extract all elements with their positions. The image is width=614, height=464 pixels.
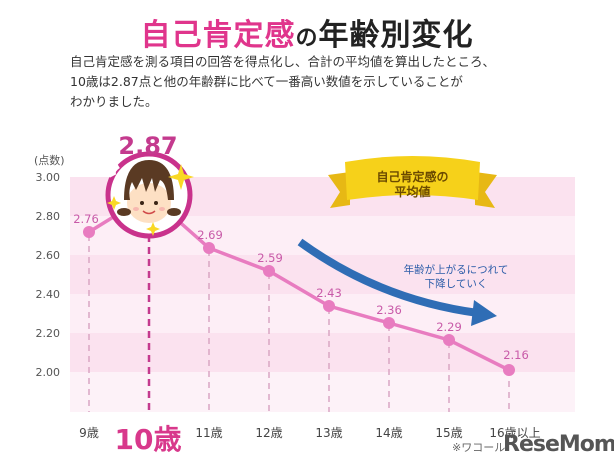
y-tick-label: 2.00 [35,366,61,379]
description-line: わかりました。 [70,94,158,109]
data-label: 2.43 [316,286,342,300]
legend-line: 平均値 [394,185,431,199]
title-particle: の [295,26,319,51]
data-label: 2.69 [197,228,223,242]
x-tick-label: 16歳以上 [489,426,541,440]
data-label: 2.16 [503,348,529,362]
data-label: 2.36 [376,303,402,317]
grid-band [70,333,575,372]
x-tick-label: 14歳 [375,426,403,440]
data-label: 2.76 [73,212,99,226]
x-tick-label-highlight: 10歳 [114,423,182,456]
title-highlight: 自己肯定感 [140,18,296,53]
trend-annotation: 年齢が上がるにつれて 下降していく [396,263,516,291]
resemom-logo: ReseMom [503,432,614,457]
x-tick-label: 13歳 [315,426,343,440]
x-tick-label: 15歳 [435,426,463,440]
annotation-line: 年齢が上がるにつれて [403,264,509,276]
y-axis-unit: (点数) [34,154,65,167]
y-tick-label: 2.20 [35,327,61,340]
title-rest: 年齢別変化 [318,18,474,53]
y-tick-label: 2.60 [35,249,61,262]
legend-line: 自己肯定感の [376,170,449,184]
annotation-line: 下降していく [424,278,488,290]
grid-band [70,372,575,412]
y-tick-label: 3.00 [35,171,61,184]
data-label: 2.59 [257,251,283,265]
description-line: 10歳は2.87点と他の年齢群に比べて一番高い数値を示していることが [70,74,463,89]
peak-value-label: 2.87 [118,132,178,160]
data-label: 2.29 [436,320,462,334]
description-line: 自己肯定感を測る項目の回答を得点化し、合計の平均値を算出したところ、 [70,54,496,69]
x-tick-label: 11歳 [195,426,223,440]
y-tick-label: 2.80 [35,210,61,223]
x-tick-label: 12歳 [255,426,283,440]
x-tick-label: 9歳 [79,426,99,440]
y-tick-label: 2.40 [35,288,61,301]
source-note: ※ワコール [452,441,506,454]
page-title: 自己肯定感の年齢別変化 [0,10,614,54]
legend-ribbon: 自己肯定感の 平均値 [345,170,480,200]
description: 自己肯定感を測る項目の回答を得点化し、合計の平均値を算出したところ、 10歳は2… [70,52,590,112]
